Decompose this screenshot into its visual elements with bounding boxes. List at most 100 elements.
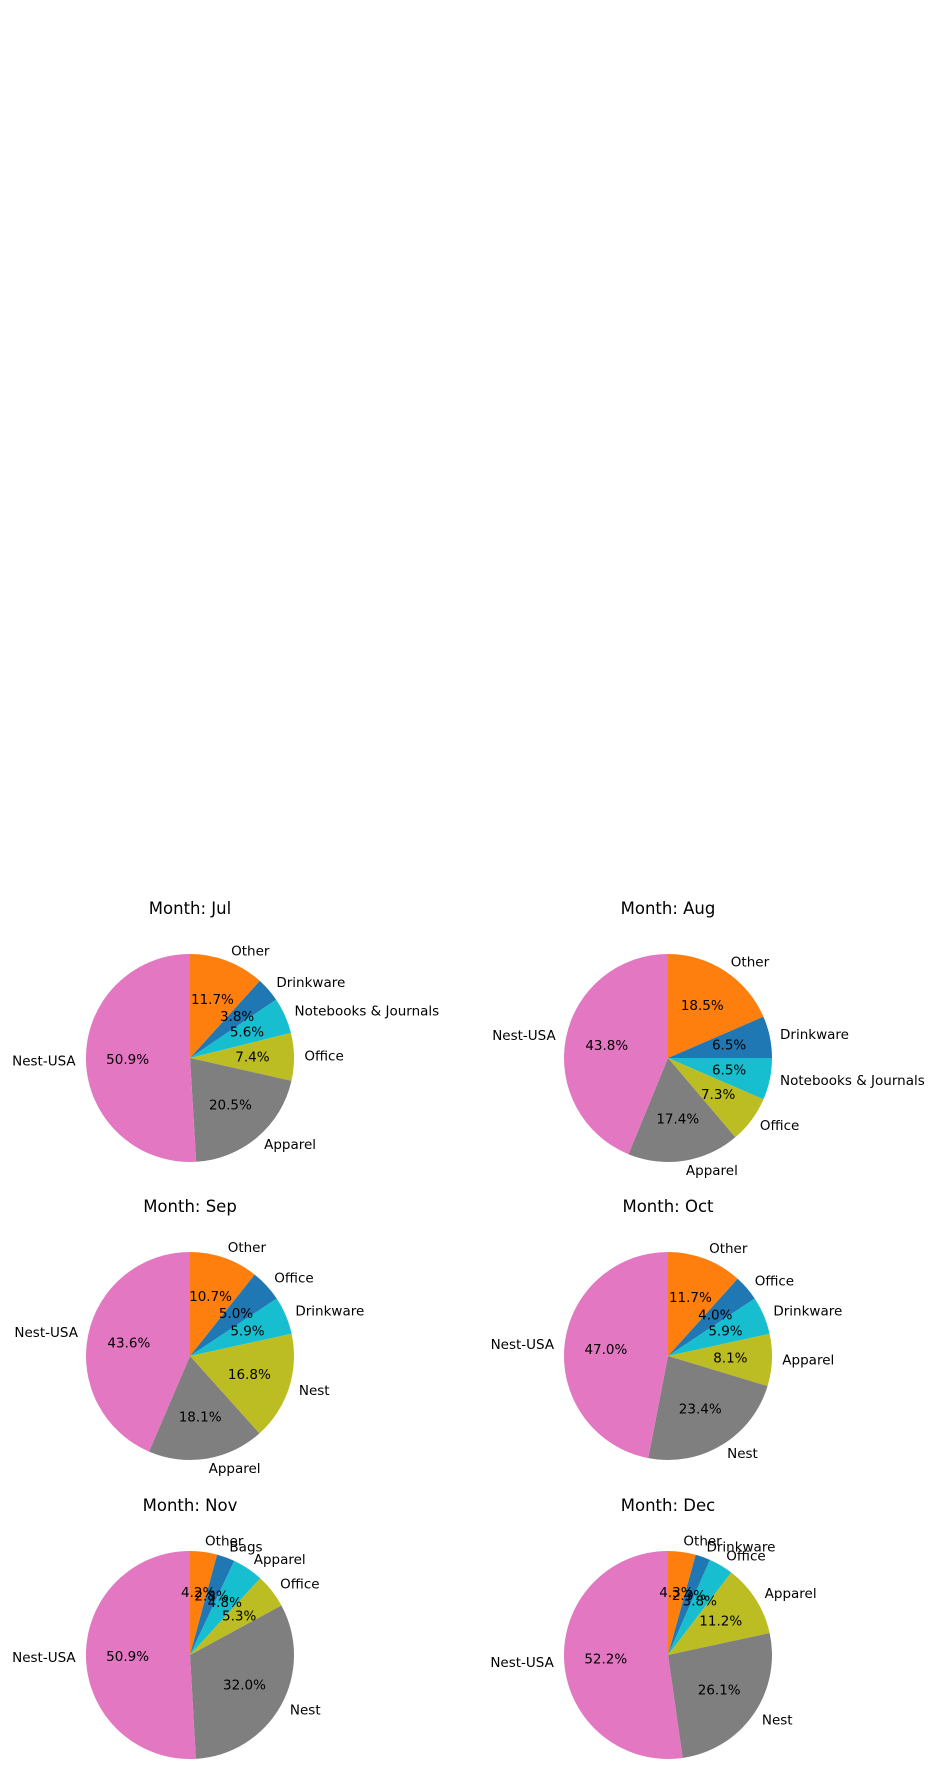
pie-chart: Month: Jul 11.7% Other 3.8% Drinkware 5.6% Not…	[12, 899, 439, 1162]
pie-slice	[668, 1554, 710, 1655]
pie-title: Month: Sep	[143, 1197, 237, 1216]
pie-slice	[190, 1551, 218, 1655]
pie-slice	[668, 1058, 764, 1138]
pie-title: Month: Jul	[149, 899, 231, 918]
pie-chart: Month: Aug 18.5% Other 6.5% Drinkware 6.5% Not…	[492, 899, 925, 1179]
pie-labels: 11.7% Other 3.8% Drinkware 5.6% Notebooks & J…	[12, 943, 439, 1153]
pie-slice	[190, 1032, 294, 1081]
pie-title: Month: Oct	[622, 1197, 714, 1216]
pie-slices	[86, 1252, 295, 1460]
pie-slice	[668, 1551, 696, 1655]
slice-label: Nest	[290, 1703, 321, 1719]
pct-label: 5.0%	[219, 1306, 253, 1322]
pie-slice	[190, 1274, 277, 1356]
slice-label: Office	[755, 1273, 794, 1289]
pct-label: 8.1%	[713, 1350, 747, 1366]
pie-title: Month: Dec	[621, 1496, 715, 1515]
pie-slice	[668, 1058, 773, 1100]
pie-slice	[190, 1605, 294, 1759]
pie-title: Month: Nov	[143, 1496, 238, 1515]
pie-slice	[563, 954, 668, 1155]
pct-label: 50.9%	[106, 1649, 149, 1665]
pct-label: 11.2%	[699, 1614, 742, 1630]
pct-label: 26.1%	[698, 1683, 741, 1699]
pct-label: 50.9%	[106, 1052, 149, 1068]
pie-slice	[190, 1058, 292, 1162]
pie-slices	[563, 954, 773, 1162]
pct-label: 18.1%	[179, 1410, 222, 1426]
slice-label: Notebooks & Journals	[294, 1003, 439, 1019]
pct-label: 4.0%	[698, 1307, 732, 1323]
pie-labels: 4.2% Other 2.8% Bags 4.8% Apparel 5.3% Office 32…	[12, 1534, 321, 1719]
slice-label: Apparel	[254, 1552, 306, 1568]
pie-slice	[668, 1333, 773, 1387]
pie-labels: 4.3% Other 2.3% Drinkware 3.8% Office 11.2% App…	[490, 1534, 816, 1729]
slice-label: Nest-USA	[490, 1655, 554, 1671]
pie-slice	[563, 1252, 668, 1459]
pie-title: Month: Aug	[621, 899, 716, 918]
slice-label: Apparel	[264, 1137, 316, 1153]
pie-slices	[85, 1551, 294, 1759]
pie-slices	[563, 1252, 773, 1460]
pie-slice	[190, 1298, 292, 1356]
pct-label: 3.8%	[220, 1009, 254, 1025]
slice-label: Other	[709, 1241, 748, 1257]
pie-slice	[85, 1551, 196, 1759]
slice-label: Other	[231, 943, 270, 959]
slice-label: Apparel	[782, 1352, 834, 1368]
pct-label: 10.7%	[189, 1289, 232, 1305]
pct-label: 23.4%	[679, 1401, 722, 1417]
pie-slice	[190, 1333, 295, 1434]
slice-label: Notebooks & Journals	[780, 1073, 925, 1089]
pct-label: 18.5%	[681, 998, 724, 1014]
pie-slice	[668, 1298, 770, 1356]
pct-label: 16.8%	[228, 1367, 271, 1383]
pie-chart: Month: Nov 4.2% Other 2.8% Bags 4.8% Apparel 5.…	[12, 1496, 321, 1759]
slice-label: Office	[726, 1549, 765, 1565]
slice-label: Drinkware	[295, 1303, 364, 1319]
pie-slice	[190, 1560, 261, 1655]
pie-labels: 11.7% Other 4.0% Office 5.9% Drinkware 8.1% App…	[491, 1241, 843, 1462]
slice-label: Apparel	[686, 1163, 738, 1179]
pie-slice	[190, 1578, 282, 1655]
pct-label: 32.0%	[223, 1677, 266, 1693]
pie-slice	[86, 1252, 190, 1452]
slice-label: Nest-USA	[14, 1325, 78, 1341]
slice-label: Nest	[299, 1383, 330, 1399]
pct-label: 5.9%	[230, 1324, 264, 1340]
pct-label: 6.5%	[712, 1063, 746, 1079]
slice-label: Nest	[727, 1446, 758, 1462]
pct-label: 17.4%	[656, 1112, 699, 1128]
pct-label: 2.3%	[672, 1588, 706, 1604]
slice-label: Nest-USA	[12, 1650, 76, 1666]
pct-label: 4.8%	[208, 1595, 242, 1611]
pct-label: 5.6%	[230, 1025, 264, 1041]
pie-slice	[668, 1633, 773, 1758]
pie-chart: Month: Sep 10.7% Other 5.0% Office 5.9% Drinkw…	[14, 1197, 364, 1477]
slice-label: Nest-USA	[492, 1028, 556, 1044]
pct-label: 11.7%	[191, 992, 234, 1008]
slice-label: Drinkware	[773, 1303, 842, 1319]
pie-labels: 10.7% Other 5.0% Office 5.9% Drinkware 16.8% Ne…	[14, 1240, 364, 1477]
pie-slice	[668, 954, 764, 1058]
slice-label: Nest-USA	[12, 1053, 76, 1069]
slice-label: Drinkware	[276, 975, 345, 991]
pie-slice	[190, 999, 291, 1058]
pct-label: 7.3%	[701, 1087, 735, 1103]
slice-label: Other	[731, 954, 770, 970]
pct-label: 5.9%	[708, 1324, 742, 1340]
pct-label: 7.4%	[235, 1049, 269, 1065]
pie-slice	[668, 1278, 755, 1356]
pct-label: 52.2%	[584, 1651, 627, 1667]
pie-slice	[648, 1356, 768, 1460]
pie-slice	[190, 980, 277, 1058]
pct-label: 20.5%	[209, 1098, 252, 1114]
pct-label: 4.3%	[659, 1585, 693, 1601]
pct-label: 5.3%	[222, 1609, 256, 1625]
pie-slice	[85, 954, 197, 1162]
slice-label: Other	[205, 1534, 244, 1550]
pct-label: 2.8%	[194, 1588, 228, 1604]
slice-label: Bags	[229, 1540, 262, 1556]
pie-slice	[628, 1058, 736, 1162]
